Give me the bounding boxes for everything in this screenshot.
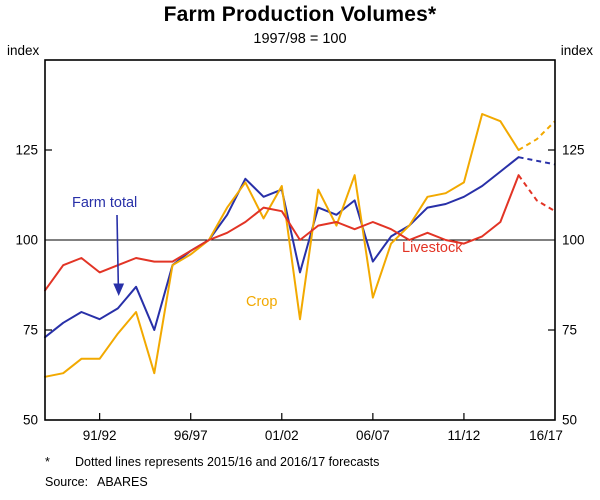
footnote: * Dotted lines represents 2015/16 and 201… xyxy=(45,455,379,469)
series-forecast-line-2 xyxy=(517,174,556,213)
source-value: ABARES xyxy=(97,475,148,489)
y-tick-label-right: 100 xyxy=(562,233,585,248)
series-forecast-line-0 xyxy=(518,156,556,166)
x-tick-label: 16/17 xyxy=(529,428,563,443)
series-label-farm-total: Farm total xyxy=(72,195,138,211)
y-axis-unit-right: index xyxy=(560,43,593,58)
y-tick-label-right: 125 xyxy=(562,143,585,158)
series-line-1 xyxy=(44,113,520,378)
series-label-livestock: Livestock xyxy=(402,240,463,256)
source-line: Source: ABARES xyxy=(45,475,148,489)
footnote-text: Dotted lines represents 2015/16 and 2016… xyxy=(75,455,380,469)
y-tick-label-right: 50 xyxy=(562,413,577,428)
x-tick-label: 11/12 xyxy=(448,428,481,443)
x-tick-label: 96/97 xyxy=(174,428,208,443)
footnote-marker: * xyxy=(45,455,50,469)
farm-total-arrow xyxy=(116,214,120,285)
y-tick-label-left: 75 xyxy=(23,323,38,338)
series-label-crop: Crop xyxy=(246,294,278,310)
chart-title: Farm Production Volumes* xyxy=(163,3,437,26)
farm-total-arrowhead xyxy=(113,283,125,296)
plot-border xyxy=(44,59,556,421)
y-tick-label-left: 50 xyxy=(23,413,38,428)
y-tick-label-left: 125 xyxy=(15,143,38,158)
x-tick-label: 01/02 xyxy=(265,428,299,443)
y-tick-label-right: 75 xyxy=(562,323,577,338)
chart-subtitle: 1997/98 = 100 xyxy=(253,31,347,47)
x-tick-label: 91/92 xyxy=(83,428,117,443)
series-forecast-line-1 xyxy=(518,120,556,151)
source-label: Source: xyxy=(45,475,89,489)
x-tick-label: 06/07 xyxy=(356,428,390,443)
y-axis-unit-left: index xyxy=(7,43,40,58)
y-tick-label-left: 100 xyxy=(15,233,38,248)
series-line-2 xyxy=(44,174,520,292)
